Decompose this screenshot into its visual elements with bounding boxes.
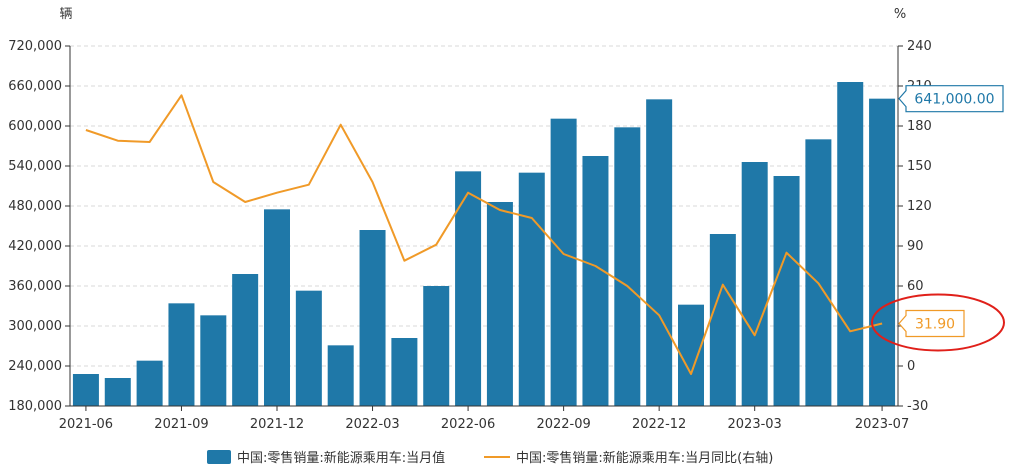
bar-series	[72, 82, 896, 407]
bar	[423, 286, 450, 406]
left-tick-label: 360,000	[8, 279, 62, 294]
left-tick-label: 540,000	[8, 159, 62, 174]
bar	[869, 98, 896, 407]
bar	[455, 171, 482, 406]
x-tick-label: 2023-03	[728, 417, 782, 432]
x-tick-label: 2022-06	[441, 417, 495, 432]
left-tick-label: 420,000	[8, 239, 62, 254]
line-path	[85, 94, 883, 375]
left-tick-label: 480,000	[8, 199, 62, 214]
bar	[72, 374, 99, 406]
bar	[582, 156, 609, 406]
legend-label-line: 中国:零售销量:新能源乘用车:当月同比(右轴)	[516, 450, 773, 466]
value-callout-box	[898, 85, 1004, 113]
left-tick-label: 180,000	[8, 399, 62, 414]
bar	[168, 303, 195, 406]
left-tick-label: 240,000	[8, 359, 62, 374]
bar	[614, 127, 641, 406]
value-callout-label: 31.90	[915, 316, 955, 332]
right-tick-label: 240	[907, 39, 932, 54]
left-tick-label: 660,000	[8, 79, 62, 94]
highlight-ellipse	[871, 293, 1005, 352]
bar	[200, 315, 227, 406]
right-tick-label: 120	[907, 199, 932, 214]
right-tick-label: 90	[907, 239, 924, 254]
bar	[518, 172, 545, 406]
value-callout-box	[898, 309, 965, 338]
x-tick-label: 2022-03	[345, 417, 399, 432]
bar	[327, 345, 354, 406]
bar	[486, 202, 513, 406]
left-axis-unit: 辆	[59, 7, 72, 22]
bar	[232, 274, 259, 406]
bar	[550, 118, 577, 407]
bar	[359, 230, 386, 406]
axes: 180,000 240,000 300,000 360,000 420,000 480,0…	[8, 39, 932, 432]
legend-swatch-bar	[207, 450, 231, 464]
bar	[136, 360, 163, 406]
right-tick-label: 0	[907, 359, 915, 374]
legend: 中国:零售销量:新能源乘用车:当月值 中国:零售销量:新能源乘用车:当月同比(右轴…	[207, 450, 773, 466]
value-callout-label: 641,000.00	[914, 92, 994, 108]
line-series	[85, 94, 883, 375]
right-tick-label: -30	[907, 399, 928, 414]
right-tick-label: 180	[907, 119, 932, 134]
bar	[741, 162, 768, 406]
bar	[773, 176, 800, 406]
left-tick-label: 300,000	[8, 319, 62, 334]
bar	[805, 139, 832, 407]
bar	[837, 82, 864, 406]
callouts: 641,000.00 31.90	[871, 85, 1005, 352]
x-tick-label: 2021-09	[154, 417, 208, 432]
bar	[646, 99, 673, 406]
x-tick-label: 2022-12	[632, 417, 686, 432]
bar	[104, 378, 131, 406]
bar	[391, 338, 418, 406]
right-tick-label: 150	[907, 159, 932, 174]
bar	[678, 304, 704, 406]
bar	[264, 209, 290, 406]
bar	[709, 234, 736, 406]
bar	[295, 290, 322, 406]
legend-label-bar: 中国:零售销量:新能源乘用车:当月值	[237, 450, 445, 466]
right-axis-unit: %	[894, 7, 906, 22]
x-tick-label: 2021-06	[59, 417, 113, 432]
right-tick-label: 60	[907, 279, 924, 294]
x-tick-label: 2022-09	[536, 417, 590, 432]
x-tick-label: 2021-12	[250, 417, 304, 432]
left-tick-label: 720,000	[8, 39, 62, 54]
x-tick-label: 2023-07	[855, 417, 909, 432]
left-tick-label: 600,000	[8, 119, 62, 134]
